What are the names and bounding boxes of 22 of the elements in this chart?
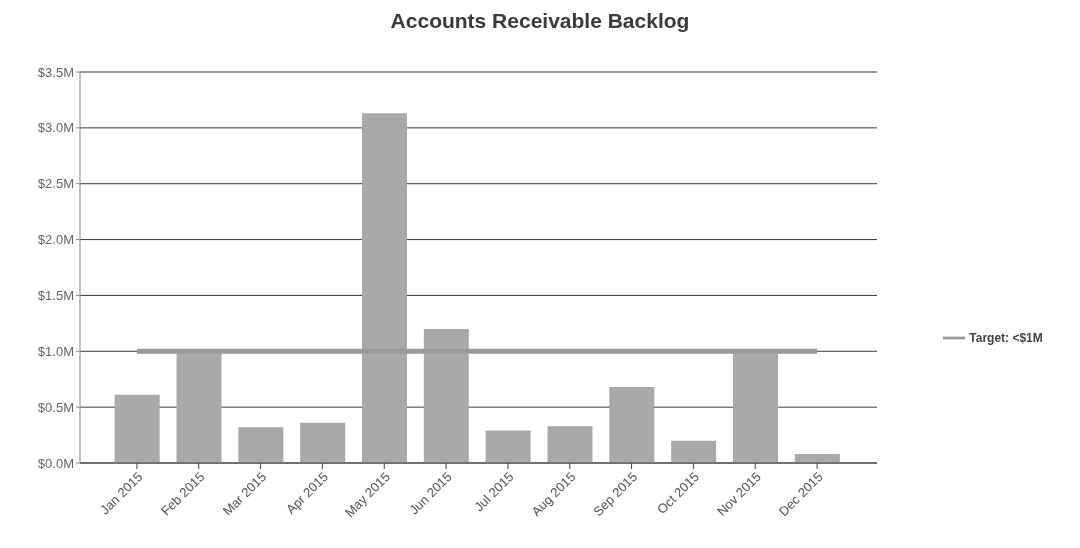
bar: [794, 454, 840, 463]
y-tick-label: $3.5M: [37, 64, 74, 80]
bar: [176, 351, 222, 463]
bar: [238, 427, 284, 463]
bar: [609, 387, 655, 463]
y-tick-label: $0.0M: [37, 455, 74, 471]
legend-label: Target: <$1M: [969, 331, 1043, 346]
y-tick-label: $2.0M: [37, 232, 74, 248]
y-tick-label: $3.0M: [37, 120, 74, 136]
bar: [300, 422, 346, 463]
y-tick-label: $0.5M: [37, 399, 74, 415]
bar: [361, 113, 407, 463]
bar: [114, 394, 160, 463]
chart-title: Accounts Receivable Backlog: [389, 9, 691, 33]
bar: [671, 440, 717, 463]
bar: [485, 430, 531, 463]
y-tick-label: $1.0M: [37, 343, 74, 359]
bar: [547, 426, 593, 463]
bar: [732, 351, 778, 463]
y-tick-label: $2.5M: [37, 176, 74, 192]
bar: [423, 328, 469, 463]
y-tick-label: $1.5M: [37, 288, 74, 304]
